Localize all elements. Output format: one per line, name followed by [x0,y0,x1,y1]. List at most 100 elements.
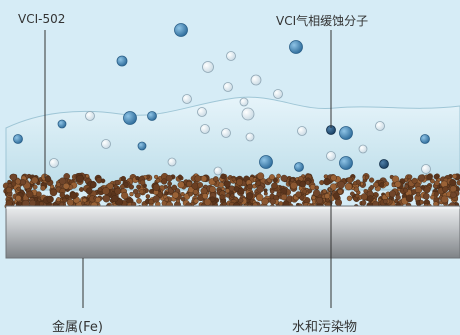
rust-particle [450,191,457,199]
rust-particle [113,184,119,189]
rust-particle [452,173,458,179]
vci-molecule [137,141,147,151]
rust-particle [360,200,367,206]
rust-particle [20,179,27,186]
vci-molecule [239,97,249,107]
rust-particle [76,174,84,183]
vci-molecule [197,107,207,117]
rust-particle [379,182,385,188]
rust-particle [394,180,402,188]
rust-particle [129,191,134,197]
rust-particle [256,193,264,202]
rust-particle [161,178,168,185]
rust-particle [352,180,358,186]
rust-particle [255,180,261,186]
rust-particle [247,183,253,190]
rust-particle [433,191,439,197]
rust-particle [280,193,288,201]
rust-particle [405,194,414,203]
rust-particle [369,177,375,183]
label-water-pollutants: 水和污染物 [292,320,358,335]
vci-molecule [123,111,137,125]
rust-particle [192,189,199,195]
rust-particle [193,198,199,204]
vci-molecule [182,94,192,104]
vci-molecule [200,124,210,134]
rust-particle [102,187,110,195]
rust-particle [114,180,120,186]
rust-particle [314,185,319,190]
rust-particle [152,183,161,191]
rust-particle [204,198,212,206]
rust-particle [322,189,327,194]
rust-particle [16,186,21,191]
rust-particle [177,174,183,180]
rust-particle [323,178,331,186]
rust-particle [164,197,169,202]
rust-particle [430,194,435,200]
vci-molecule [223,82,233,92]
rust-particle [56,182,61,187]
rust-particle [344,182,353,191]
rust-particle [31,176,39,184]
rust-particle [59,192,66,198]
rust-particle [231,177,236,182]
vci-molecule [289,40,303,54]
rust-particle [40,185,46,191]
rust-particle [5,186,13,194]
rust-particle [223,180,231,188]
vci-molecule [294,162,304,172]
vci-molecule [116,55,128,67]
vci-molecule [13,134,23,144]
rust-particle [154,174,159,179]
rust-particle [245,192,254,200]
rust-particle [165,174,173,182]
rust-particle [164,191,169,196]
vci-molecule [213,166,223,176]
rust-particle [389,190,397,198]
rust-particle-layer [2,172,460,211]
rust-particle [337,188,343,195]
rust-particle [313,189,321,197]
rust-particle [261,197,269,206]
rust-particle [121,192,129,200]
vci-molecule [241,107,255,121]
rust-particle [32,184,38,190]
rust-particle [209,185,216,193]
rust-particle [238,197,244,203]
rust-particle [272,177,278,183]
rust-particle [346,195,353,202]
vci-molecule [375,121,385,131]
rust-particle [373,181,379,188]
rust-particle [305,180,311,186]
vci-molecule [259,155,273,169]
rust-particle [123,181,129,187]
label-metal: 金属(Fe) [52,320,103,335]
rust-particle [366,195,374,203]
vci-molecule [379,159,389,169]
rust-particle [120,175,127,182]
rust-particle [225,193,230,198]
rust-particle [9,173,17,181]
vci-molecule [85,111,95,121]
rust-particle [271,182,278,190]
rust-particle [49,188,58,197]
vci-molecule [339,126,353,140]
rust-particle [220,173,226,180]
rust-particle [114,187,122,195]
rust-particle [29,199,37,207]
rust-particle [440,195,449,204]
rust-particle [302,189,308,194]
rust-particle [419,199,424,205]
rust-particle [171,184,178,191]
rust-particle [307,188,313,194]
rust-particle [456,180,460,186]
vci-molecule [147,111,157,121]
rust-particle [237,187,245,195]
rust-particle [403,187,409,193]
rust-particle [39,201,44,207]
rust-particle [135,176,140,181]
rust-particle [346,176,354,184]
rust-particle [423,186,431,194]
rust-particle [102,194,111,203]
